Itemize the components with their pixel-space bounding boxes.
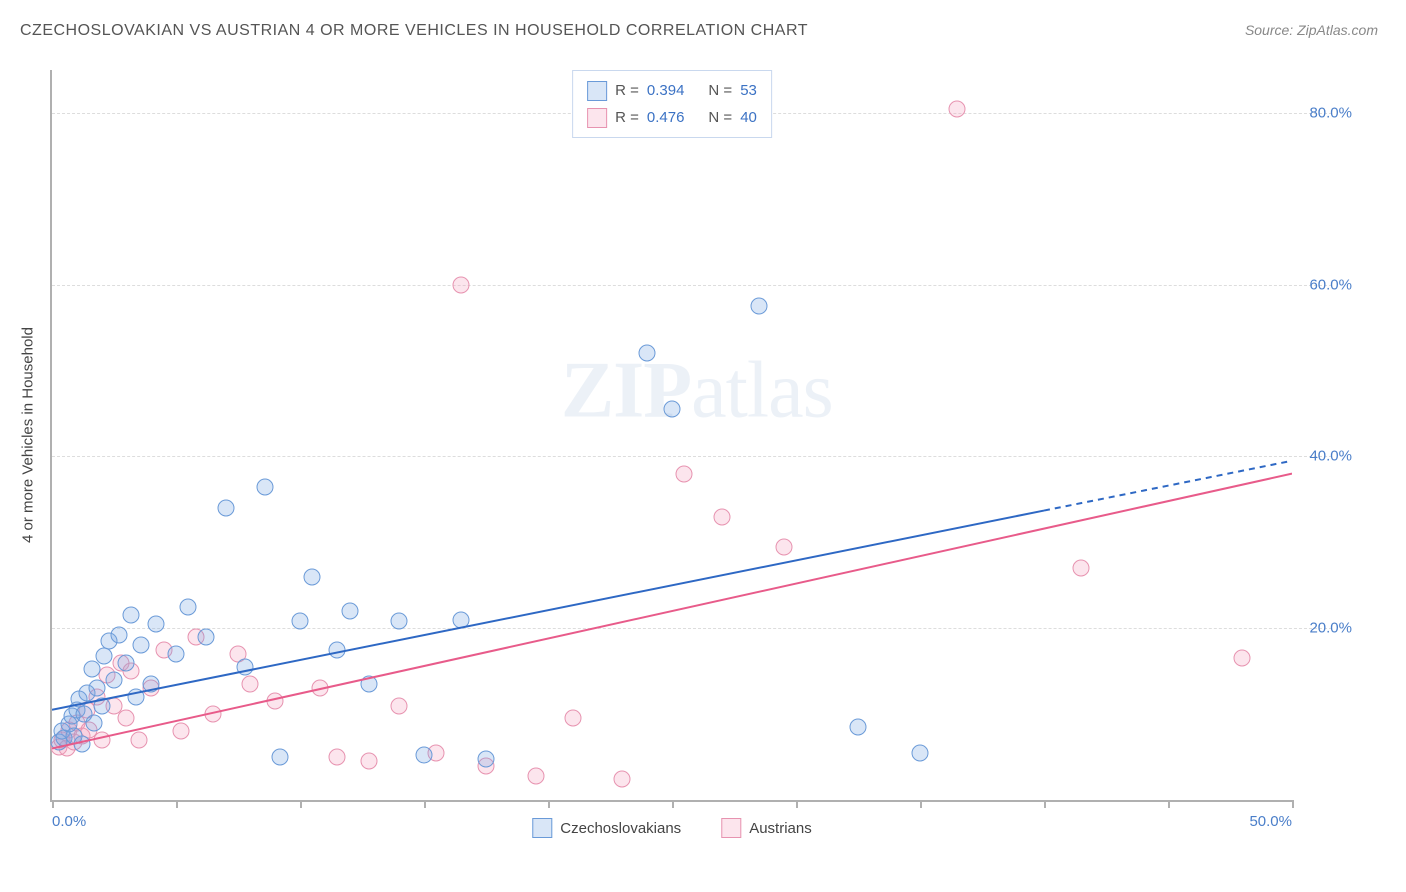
data-point-blue [272,749,289,766]
source-attribution: Source: ZipAtlas.com [1245,22,1378,38]
data-point-blue [106,671,123,688]
legend-row-blue: R = 0.394 N = 53 [587,77,757,104]
data-point-blue [341,603,358,620]
legend-item-pink: Austrians [721,818,812,838]
x-tick-label: 0.0% [52,813,86,830]
series-legend: Czechoslovakians Austrians [532,818,811,838]
legend-item-blue: Czechoslovakians [532,818,681,838]
y-tick-label: 80.0% [1297,104,1352,121]
data-point-pink [361,753,378,770]
watermark: ZIPatlas [561,346,833,437]
data-point-blue [217,500,234,517]
gridline [52,285,1332,286]
data-point-blue [639,345,656,362]
correlation-legend: R = 0.394 N = 53 R = 0.476 N = 40 [572,70,772,138]
data-point-pink [453,276,470,293]
data-point-pink [1234,650,1251,667]
data-point-pink [949,100,966,117]
data-point-pink [172,723,189,740]
data-point-blue [83,661,100,678]
data-point-blue [168,646,185,663]
data-point-blue [110,627,127,644]
data-point-pink [1073,560,1090,577]
y-tick-label: 20.0% [1297,620,1352,637]
x-tick-mark [796,800,798,808]
data-point-blue [478,750,495,767]
swatch-blue [532,818,552,838]
x-tick-mark [1292,800,1294,808]
x-tick-mark [1168,800,1170,808]
y-tick-label: 60.0% [1297,276,1352,293]
x-tick-mark [1044,800,1046,808]
y-tick-label: 40.0% [1297,448,1352,465]
data-point-blue [197,628,214,645]
x-tick-mark [920,800,922,808]
swatch-blue [587,81,607,101]
data-point-pink [391,697,408,714]
y-axis-label: 4 or more Vehicles in Household [20,327,37,543]
data-point-blue [304,568,321,585]
data-point-pink [713,508,730,525]
data-point-pink [614,770,631,787]
data-point-blue [664,401,681,418]
data-point-blue [237,658,254,675]
data-point-pink [564,710,581,727]
data-point-pink [93,731,110,748]
data-point-blue [118,654,135,671]
x-tick-mark [424,800,426,808]
data-point-pink [242,676,259,693]
data-point-pink [205,706,222,723]
data-point-blue [143,676,160,693]
x-tick-mark [548,800,550,808]
data-point-blue [912,744,929,761]
data-point-blue [292,613,309,630]
swatch-pink [721,818,741,838]
x-tick-mark [300,800,302,808]
data-point-blue [128,688,145,705]
gridline [52,456,1332,457]
x-tick-mark [52,800,54,808]
swatch-pink [587,108,607,128]
data-point-blue [180,598,197,615]
x-tick-label: 50.0% [1249,813,1292,830]
data-point-blue [148,615,165,632]
scatter-plot-area: 4 or more Vehicles in Household ZIPatlas… [50,70,1292,802]
data-point-pink [311,680,328,697]
data-point-blue [416,747,433,764]
chart-title: CZECHOSLOVAKIAN VS AUSTRIAN 4 OR MORE VE… [20,22,808,40]
data-point-blue [123,607,140,624]
data-point-pink [775,538,792,555]
data-point-blue [391,613,408,630]
data-point-blue [453,611,470,628]
data-point-pink [329,749,346,766]
data-point-pink [267,693,284,710]
legend-row-pink: R = 0.476 N = 40 [587,104,757,131]
data-point-blue [86,714,103,731]
data-point-blue [93,697,110,714]
data-point-pink [527,767,544,784]
data-point-pink [118,710,135,727]
data-point-blue [329,641,346,658]
gridline [52,628,1332,629]
data-point-blue [750,298,767,315]
data-point-blue [257,478,274,495]
data-point-pink [130,731,147,748]
x-tick-mark [176,800,178,808]
data-point-blue [88,680,105,697]
x-tick-mark [672,800,674,808]
data-point-blue [850,719,867,736]
data-point-pink [676,465,693,482]
trend-lines [52,70,1292,800]
data-point-blue [73,736,90,753]
data-point-blue [361,676,378,693]
data-point-blue [96,647,113,664]
data-point-blue [133,637,150,654]
